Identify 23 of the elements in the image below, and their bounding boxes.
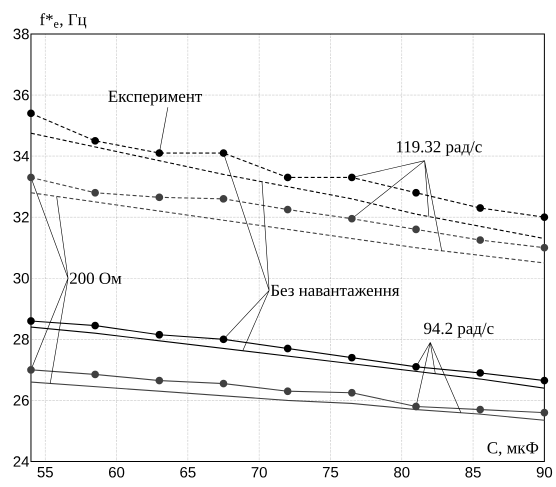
y-tick-label: 38	[13, 28, 29, 40]
x-tick-label: 60	[109, 466, 124, 478]
annotation: 94.2 рад/с	[424, 322, 494, 338]
x-axis-title: C, мкФ	[488, 442, 538, 456]
y-axis-title: f*$_{e}$, Гц	[40, 13, 86, 28]
y-tick-label: 26	[14, 394, 29, 406]
annotation: 119.32 рад/с	[396, 140, 482, 156]
x-tick-label: 80	[394, 466, 410, 478]
y-tick-label: 30	[13, 272, 29, 284]
x-tick-label: 70	[252, 466, 267, 478]
annotation: 200 Ом	[70, 272, 122, 284]
annotation: Без навантаження	[270, 284, 400, 296]
y-tick-label: 32	[13, 212, 29, 222]
y-tick-label: 36	[13, 90, 29, 100]
x-tick-label: 55	[38, 466, 53, 478]
y-tick-label: 28	[14, 334, 29, 344]
annotation: Експеримент	[108, 90, 202, 106]
x-tick-label: 65	[180, 466, 196, 478]
y-tick-label: 34	[13, 150, 30, 162]
x-tick-label: 85	[465, 466, 481, 478]
x-tick-label: 90	[536, 466, 552, 478]
y-tick-label: 24	[14, 456, 30, 466]
x-tick-label: 75	[322, 466, 338, 478]
